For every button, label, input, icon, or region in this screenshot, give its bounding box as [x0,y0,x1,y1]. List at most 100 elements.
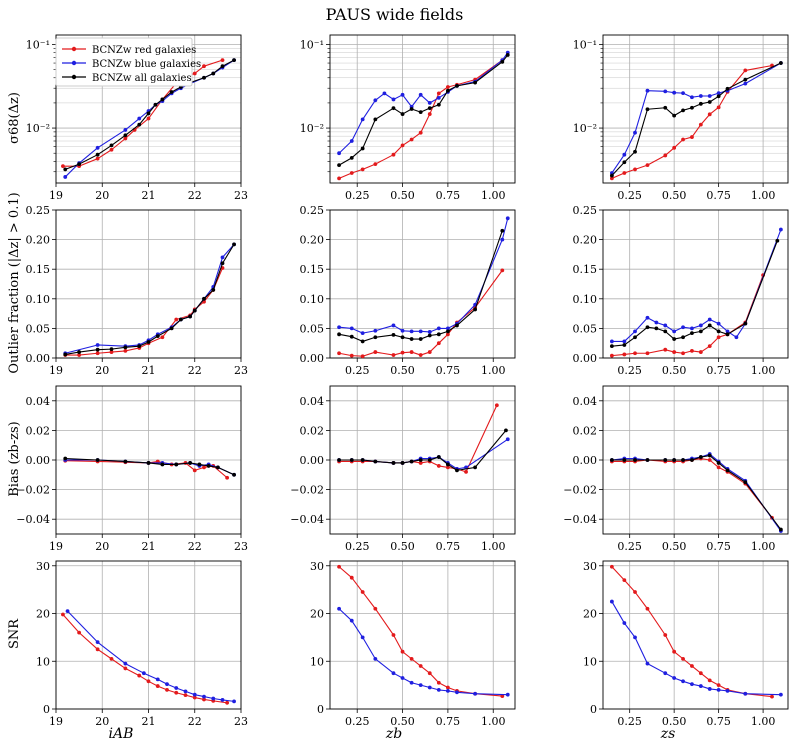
data-point-red [645,351,650,356]
x-tick-label: 0.25 [617,540,642,553]
series-line-blue [338,608,508,696]
x-tick-label: 21 [142,189,156,202]
data-point-red [681,656,685,661]
axes-frame [602,209,789,359]
y-tick-label: 0.15 [300,263,325,276]
series-line-red [338,270,503,357]
data-point-all [690,331,694,336]
data-point-red [95,351,100,356]
series-line-blue [339,218,509,334]
data-point-red [165,688,169,692]
data-point-red [391,633,396,637]
data-point-blue [698,684,703,688]
y-tick-label: 0.20 [573,234,598,247]
data-point-blue [609,599,614,604]
data-point-blue [211,696,216,701]
data-point-blue [360,331,365,336]
data-point-blue [663,89,668,94]
series-line-red [65,267,224,356]
series-line-all [611,62,782,176]
data-point-all [349,458,354,462]
data-point-all [337,163,341,168]
data-point-red [349,575,354,580]
data-point-blue [95,343,100,347]
data-point-all [455,468,459,473]
data-point-red [698,671,703,676]
x-tick-label: 0.25 [617,364,642,377]
y-tick-label: 0 [43,703,50,716]
series-line-red [611,566,773,698]
data-point-red [427,350,432,354]
data-point-red [337,564,341,569]
data-point-all [146,111,151,116]
series-line-all [65,244,235,355]
panel-r3-c2: 0.25 0.50 0.75 1.00 0 10 20 30 [583,560,789,728]
axes-frame [55,209,242,359]
data-point-blue [707,94,712,98]
data-point-red [391,353,396,357]
data-point-all [146,461,151,465]
data-point-blue [455,690,459,695]
data-point-blue [349,139,354,143]
data-point-all [654,326,659,331]
data-point-red [672,145,677,150]
y-tick-label: 0.00 [26,454,51,467]
data-point-all [725,332,730,337]
y-tick-label: 20 [36,608,50,621]
data-point-red [123,349,128,353]
data-point-blue [418,92,423,97]
y-tick-label: 0.20 [26,234,51,247]
legend-marker-blue [71,60,77,66]
data-point-red [400,143,405,148]
x-tick-label: 23 [234,715,248,728]
data-point-all [707,453,712,458]
data-point-blue [391,323,396,328]
x-tick-label: 0.25 [345,189,370,202]
data-point-all [77,350,82,354]
data-point-all [436,332,441,337]
data-point-blue [645,315,650,320]
data-point-all [418,337,423,341]
data-point-red [672,350,677,354]
data-point-all [633,458,637,462]
data-point-blue [137,116,142,121]
data-point-blue [672,329,677,334]
data-point-all [775,238,780,243]
data-point-all [436,102,441,107]
y-tick-label: −0.02 [16,484,50,497]
data-point-all [681,335,685,340]
data-point-blue [707,687,712,691]
y-tick-label: 10 [583,655,597,668]
axes-frame [602,385,789,535]
data-point-blue [183,689,188,694]
data-point-red [202,697,206,702]
data-point-all [427,106,432,111]
x-tick-label: 19 [49,540,63,553]
data-point-red [707,678,712,683]
data-point-blue [645,88,650,93]
data-point-blue [681,91,685,96]
y-tick-label: 0 [317,703,324,716]
data-point-red [672,649,677,654]
data-point-red [373,162,378,167]
y-tick-label: 10 [310,655,324,668]
legend-entry-all: BCNZw all galaxies [62,73,192,84]
axes-frame [55,34,242,184]
data-point-all [215,465,220,470]
series-line-red [611,65,773,179]
data-point-all [77,162,82,167]
data-point-all [155,334,160,338]
y-tick-label: 0.25 [573,204,598,217]
data-point-red [123,136,128,141]
data-point-all [360,146,365,151]
data-point-all [63,456,68,461]
data-point-all [725,86,730,91]
axes-frame [329,560,516,710]
y-tick-label: 0.10 [573,293,598,306]
data-point-blue [360,117,365,122]
x-tick-label: 1.00 [751,189,776,202]
data-point-red [716,335,721,340]
data-point-red [770,694,774,699]
xlabel-iab: iAB [109,726,134,742]
data-point-all [169,90,174,94]
